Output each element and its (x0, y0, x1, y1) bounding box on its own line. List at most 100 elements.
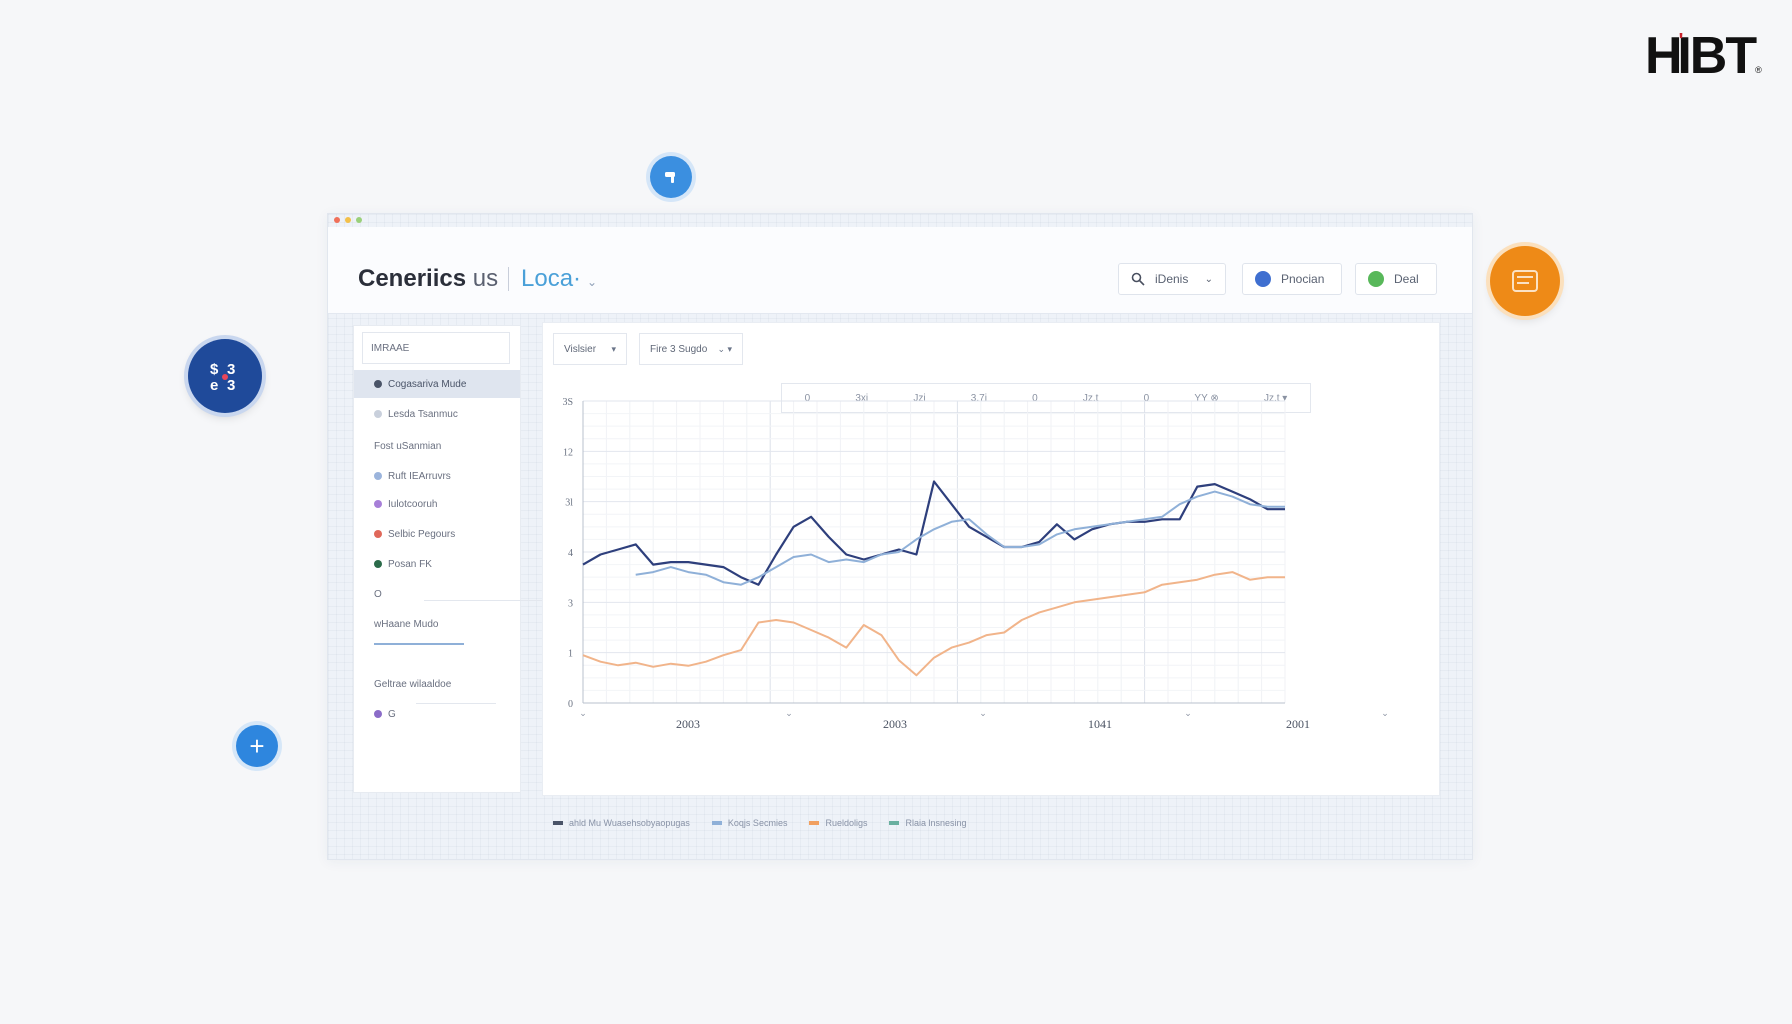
chart-legend: ahld Mu Wuasehsobyaopugas Koqjs Secmies Ru… (553, 818, 967, 828)
y-tick-label: 1 (568, 649, 573, 660)
sidebar-item[interactable]: Iulotcooruh (354, 490, 520, 518)
sidebar-search-input[interactable]: IMRAAE (362, 332, 510, 364)
caret-down-icon: ⌄ ▾ (717, 343, 732, 354)
svg-text:3: 3 (227, 361, 235, 378)
legend-swatch (711, 821, 722, 825)
legend-item: ahld Mu Wuasehsobyaopugas (553, 818, 690, 828)
circle-icon (1368, 271, 1384, 287)
y-tick-label: 12 (563, 447, 573, 458)
location-selector[interactable]: Loca· ⌄ (521, 265, 597, 293)
sidebar-item[interactable]: Ruft IEArruvrs (354, 462, 520, 490)
page-title: Ceneriics us (358, 265, 498, 293)
bullet-icon (374, 410, 382, 418)
y-tick-label: 4 (568, 548, 573, 559)
toolbar-item[interactable]: Jz.t (1082, 392, 1099, 404)
sidebar-item-label: Ruft IEArruvrs (388, 470, 451, 482)
window-close-dot[interactable] (334, 217, 340, 223)
range-dropdown-label: Fire 3 Sugdo (650, 343, 708, 355)
legend-label: ahld Mu Wuasehsobyaopugas (569, 818, 690, 828)
caret-down-icon: ▾ (611, 343, 616, 354)
x-tick-mark: ⌄ (1184, 708, 1192, 718)
chart-panel: Vislsier ▾ Fire 3 Sugdo ⌄ ▾ 0 3xi Jzi 3.7i 0 Jz… (542, 322, 1440, 796)
sidebar-item[interactable]: Geltrae wilaaldoe (354, 670, 520, 698)
sidebar-item-label: Lesda Tsanmuc (388, 408, 458, 420)
sidebar-item[interactable]: Fost uSanmian (354, 432, 520, 460)
bullet-icon (374, 500, 382, 508)
logo-accent: ' (1678, 30, 1684, 52)
sidebar-search-value: IMRAAE (371, 343, 410, 354)
window-maximize-dot[interactable] (356, 217, 362, 223)
view-dropdown[interactable]: Vislsier ▾ (553, 333, 627, 365)
toolbar-item[interactable]: Jz.t ▾ (1263, 392, 1288, 404)
sidebar-item-label: O (374, 588, 382, 600)
legend-swatch (809, 821, 820, 825)
x-tick-label: 2003 (676, 717, 700, 731)
legend-swatch (889, 821, 900, 825)
coin-icon[interactable] (1490, 246, 1560, 316)
sidebar-item-label: G (388, 708, 396, 720)
bullet-icon (374, 710, 382, 718)
x-tick-mark: ⌄ (579, 708, 587, 718)
bullet-icon (374, 530, 382, 538)
sidebar-item[interactable]: G (354, 700, 520, 728)
toolbar-item[interactable]: 3.7i (970, 392, 987, 404)
line-chart: 0 1 3 4 3l 12 3S 2003 2003 1041 2001 ⌄ ⌄ ⌄ ⌄ ⌄ (562, 397, 1389, 731)
svg-text:3: 3 (227, 377, 235, 394)
toolbar-item[interactable]: 0 (1032, 392, 1038, 404)
series-line-1 (635, 490, 1285, 586)
sidebar-item[interactable]: Selbic Pegours (354, 520, 520, 548)
series-line-0 (582, 480, 1285, 586)
sidebar-item[interactable]: O (354, 580, 520, 608)
x-tick-mark: ⌄ (979, 708, 987, 718)
sidebar-item[interactable]: Cogasariva Mude (354, 370, 520, 398)
svg-text:e: e (210, 377, 218, 394)
toolbar-item[interactable]: 3xi (855, 392, 869, 404)
toolbar-item[interactable]: Jzi (913, 392, 926, 404)
legend-label: Rlaia lnsnesing (905, 818, 967, 828)
series-line-2 (582, 571, 1285, 677)
wrench-icon[interactable] (650, 156, 692, 198)
chevron-down-icon: ⌄ (1204, 273, 1213, 285)
chart-toolbar: 0 3xi Jzi 3.7i 0 Jz.t 0 YY ⊗ Jz.t ▾ (781, 383, 1311, 413)
sidebar-item-label: wHaane Mudo (374, 618, 439, 630)
sidebar-item[interactable]: wHaane Mudo (354, 610, 520, 638)
legend-item: Rlaia lnsnesing (889, 818, 967, 828)
y-tick-label: 3 (568, 598, 573, 609)
legend-item: Rueldoligs (809, 818, 867, 828)
app-header: Ceneriics us Loca· ⌄ iDenis ⌄ Pnocian Dea… (328, 227, 1472, 314)
page-title-main: Ceneriics (358, 265, 467, 292)
x-tick-mark: ⌄ (1381, 708, 1389, 718)
sidebar-item[interactable]: Posan FK (354, 550, 520, 578)
header-search-button[interactable]: iDenis ⌄ (1118, 263, 1226, 295)
sidebar-item-label: Iulotcooruh (388, 498, 438, 510)
legend-item: Koqjs Secmies (711, 818, 787, 828)
header-deal-button[interactable]: Deal (1355, 263, 1437, 295)
toolbar-item[interactable]: 0 (1143, 392, 1150, 404)
header-settings-button[interactable]: Pnocian (1242, 263, 1342, 295)
add-button[interactable]: + (236, 725, 278, 767)
bullet-icon (374, 560, 382, 568)
sidebar-divider (416, 703, 496, 704)
header-search-label: iDenis (1155, 272, 1189, 286)
window-minimize-dot[interactable] (345, 217, 351, 223)
chevron-down-icon: ⌄ (587, 275, 598, 289)
range-dropdown[interactable]: Fire 3 Sugdo ⌄ ▾ (639, 333, 743, 365)
toolbar-item[interactable]: 0 (804, 392, 811, 404)
window-controls (334, 217, 362, 223)
sidebar: IMRAAE Cogasariva Mude Lesda Tsanmuc Fost … (353, 325, 564, 793)
logo-text-rest: IBT (1677, 27, 1757, 85)
sidebar-item[interactable]: Lesda Tsanmuc (354, 400, 520, 428)
search-icon (1131, 272, 1145, 286)
app-window: Ceneriics us Loca· ⌄ iDenis ⌄ Pnocian Dea… (327, 213, 1473, 860)
legend-label: Rueldoligs (825, 818, 868, 828)
currency-exchange-icon[interactable]: $ 3 e 3 (188, 339, 262, 413)
page-title-suffix: us (472, 265, 499, 292)
x-tick-mark: ⌄ (785, 708, 793, 718)
brand-logo: H'IBT® (1645, 30, 1762, 82)
gear-icon (1255, 271, 1271, 287)
toolbar-item[interactable]: YY ⊗ (1194, 392, 1219, 404)
y-tick-label: 3S (562, 397, 573, 408)
view-dropdown-label: Vislsier (564, 343, 597, 355)
y-tick-label: 0 (568, 699, 573, 710)
sidebar-item-label: Selbic Pegours (388, 528, 456, 540)
